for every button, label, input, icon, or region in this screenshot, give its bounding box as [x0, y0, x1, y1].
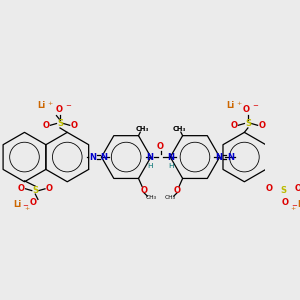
Text: Li: Li	[297, 200, 300, 209]
Text: O: O	[56, 105, 63, 114]
Text: +: +	[290, 206, 295, 211]
Text: −: −	[22, 202, 28, 208]
Text: S: S	[57, 119, 63, 128]
Text: N: N	[168, 153, 175, 162]
Text: −: −	[252, 103, 258, 109]
Text: S: S	[32, 186, 38, 195]
Text: −: −	[291, 202, 297, 208]
Text: O: O	[266, 184, 273, 193]
Text: +: +	[24, 206, 29, 211]
Text: O: O	[157, 142, 164, 151]
Text: N: N	[146, 153, 154, 162]
Text: O: O	[46, 184, 53, 193]
Text: H: H	[168, 163, 174, 169]
Text: O: O	[243, 105, 250, 114]
Text: N: N	[227, 153, 234, 162]
Text: CH₃: CH₃	[165, 195, 176, 200]
Text: O: O	[174, 186, 181, 195]
Text: +: +	[48, 101, 53, 106]
Text: Li: Li	[14, 200, 22, 209]
Text: O: O	[294, 184, 300, 193]
Text: O: O	[259, 121, 266, 130]
Text: CH₃: CH₃	[135, 126, 149, 132]
Text: O: O	[282, 198, 289, 207]
Text: S: S	[245, 119, 251, 128]
Text: N: N	[100, 153, 108, 162]
Text: CH₃: CH₃	[146, 195, 156, 200]
Text: H: H	[147, 163, 153, 169]
Text: Li: Li	[37, 101, 46, 110]
Text: +: +	[236, 101, 242, 106]
Text: −: −	[65, 103, 71, 109]
Text: CH₃: CH₃	[172, 126, 186, 132]
Text: N: N	[215, 153, 222, 162]
Text: Li: Li	[226, 101, 234, 110]
Text: O: O	[18, 184, 25, 193]
Text: O: O	[140, 186, 147, 195]
Text: O: O	[230, 121, 237, 130]
Text: N: N	[89, 153, 96, 162]
Text: O: O	[30, 198, 37, 207]
Text: O: O	[42, 121, 50, 130]
Text: S: S	[280, 186, 286, 195]
Text: O: O	[70, 121, 78, 130]
